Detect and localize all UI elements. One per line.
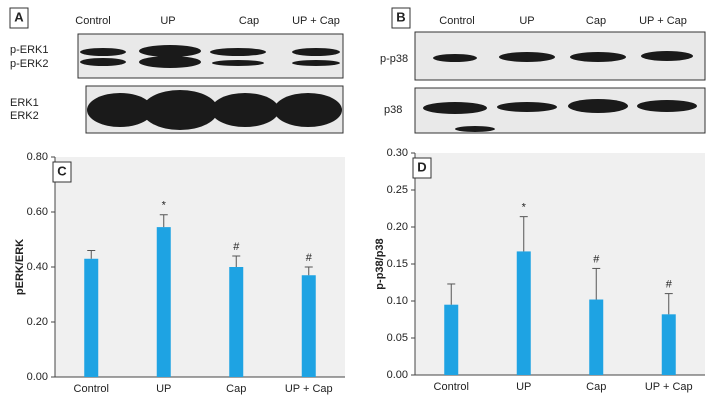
bar [156, 227, 171, 377]
y-tick-label: 0.40 [27, 261, 48, 273]
row-label: p-p38 [380, 53, 408, 65]
y-tick-label: 0.25 [387, 184, 408, 196]
panel-letter: B [396, 9, 405, 24]
panel-letter: C [57, 163, 67, 178]
bar [661, 314, 676, 375]
x-tick-label: UP [156, 383, 171, 395]
x-tick-label: Cap [226, 383, 246, 395]
lane-label: UP + Cap [639, 15, 687, 27]
x-tick-label: UP + Cap [645, 381, 693, 393]
plot-area [55, 157, 345, 377]
panel-letter-box [412, 157, 432, 179]
bar [229, 267, 244, 377]
x-tick-label: UP [516, 381, 531, 393]
blot-bands [87, 90, 342, 130]
y-tick-label: 0.30 [387, 147, 408, 159]
bar [301, 275, 316, 377]
bar [84, 258, 99, 377]
blot [77, 33, 344, 79]
bar [444, 304, 459, 375]
y-tick-label: 0.00 [387, 369, 408, 381]
bar [516, 251, 531, 375]
row-label: ERK2 [10, 110, 39, 122]
row-label: p38 [384, 104, 402, 116]
significance-marker: # [666, 279, 673, 291]
y-axis-label: p-p38/p38 [374, 238, 386, 289]
lane-label: UP [519, 15, 534, 27]
y-tick-label: 0.15 [387, 258, 408, 270]
significance-marker: * [522, 202, 527, 214]
row-label: ERK1 [10, 97, 39, 109]
x-tick-label: Cap [586, 381, 606, 393]
panel-letter-box [391, 7, 411, 29]
significance-marker: * [162, 200, 167, 212]
y-tick-label: 0.60 [27, 206, 48, 218]
y-tick-label: 0.05 [387, 332, 408, 344]
panel-letter-box [52, 161, 72, 183]
blot-bands [80, 45, 340, 68]
lane-label: UP [160, 15, 175, 27]
panel-letter: A [14, 9, 24, 24]
row-label: p-ERK1 [10, 44, 49, 56]
lane-label: Control [439, 15, 474, 27]
lane-label: Cap [586, 15, 606, 27]
panel-letter: D [417, 159, 426, 174]
x-tick-label: UP + Cap [285, 383, 333, 395]
y-axis-label: pERK/ERK [14, 239, 26, 295]
lane-label: Control [75, 15, 110, 27]
significance-marker: # [233, 241, 240, 253]
y-tick-label: 0.20 [27, 316, 48, 328]
panel-letter-box [9, 7, 29, 29]
y-tick-label: 0.20 [387, 221, 408, 233]
x-tick-label: Control [434, 381, 469, 393]
y-tick-label: 0.00 [27, 371, 48, 383]
y-tick-label: 0.80 [27, 151, 48, 163]
y-tick-label: 0.10 [387, 295, 408, 307]
significance-marker: # [306, 252, 313, 264]
bar [589, 299, 604, 375]
lane-label: Cap [239, 15, 259, 27]
blot-bands [423, 99, 697, 132]
x-tick-label: Control [74, 383, 109, 395]
blot-bands [433, 51, 693, 62]
plot-area [415, 153, 705, 375]
row-label: p-ERK2 [10, 58, 49, 70]
significance-marker: # [593, 253, 600, 265]
lane-label: UP + Cap [292, 15, 340, 27]
